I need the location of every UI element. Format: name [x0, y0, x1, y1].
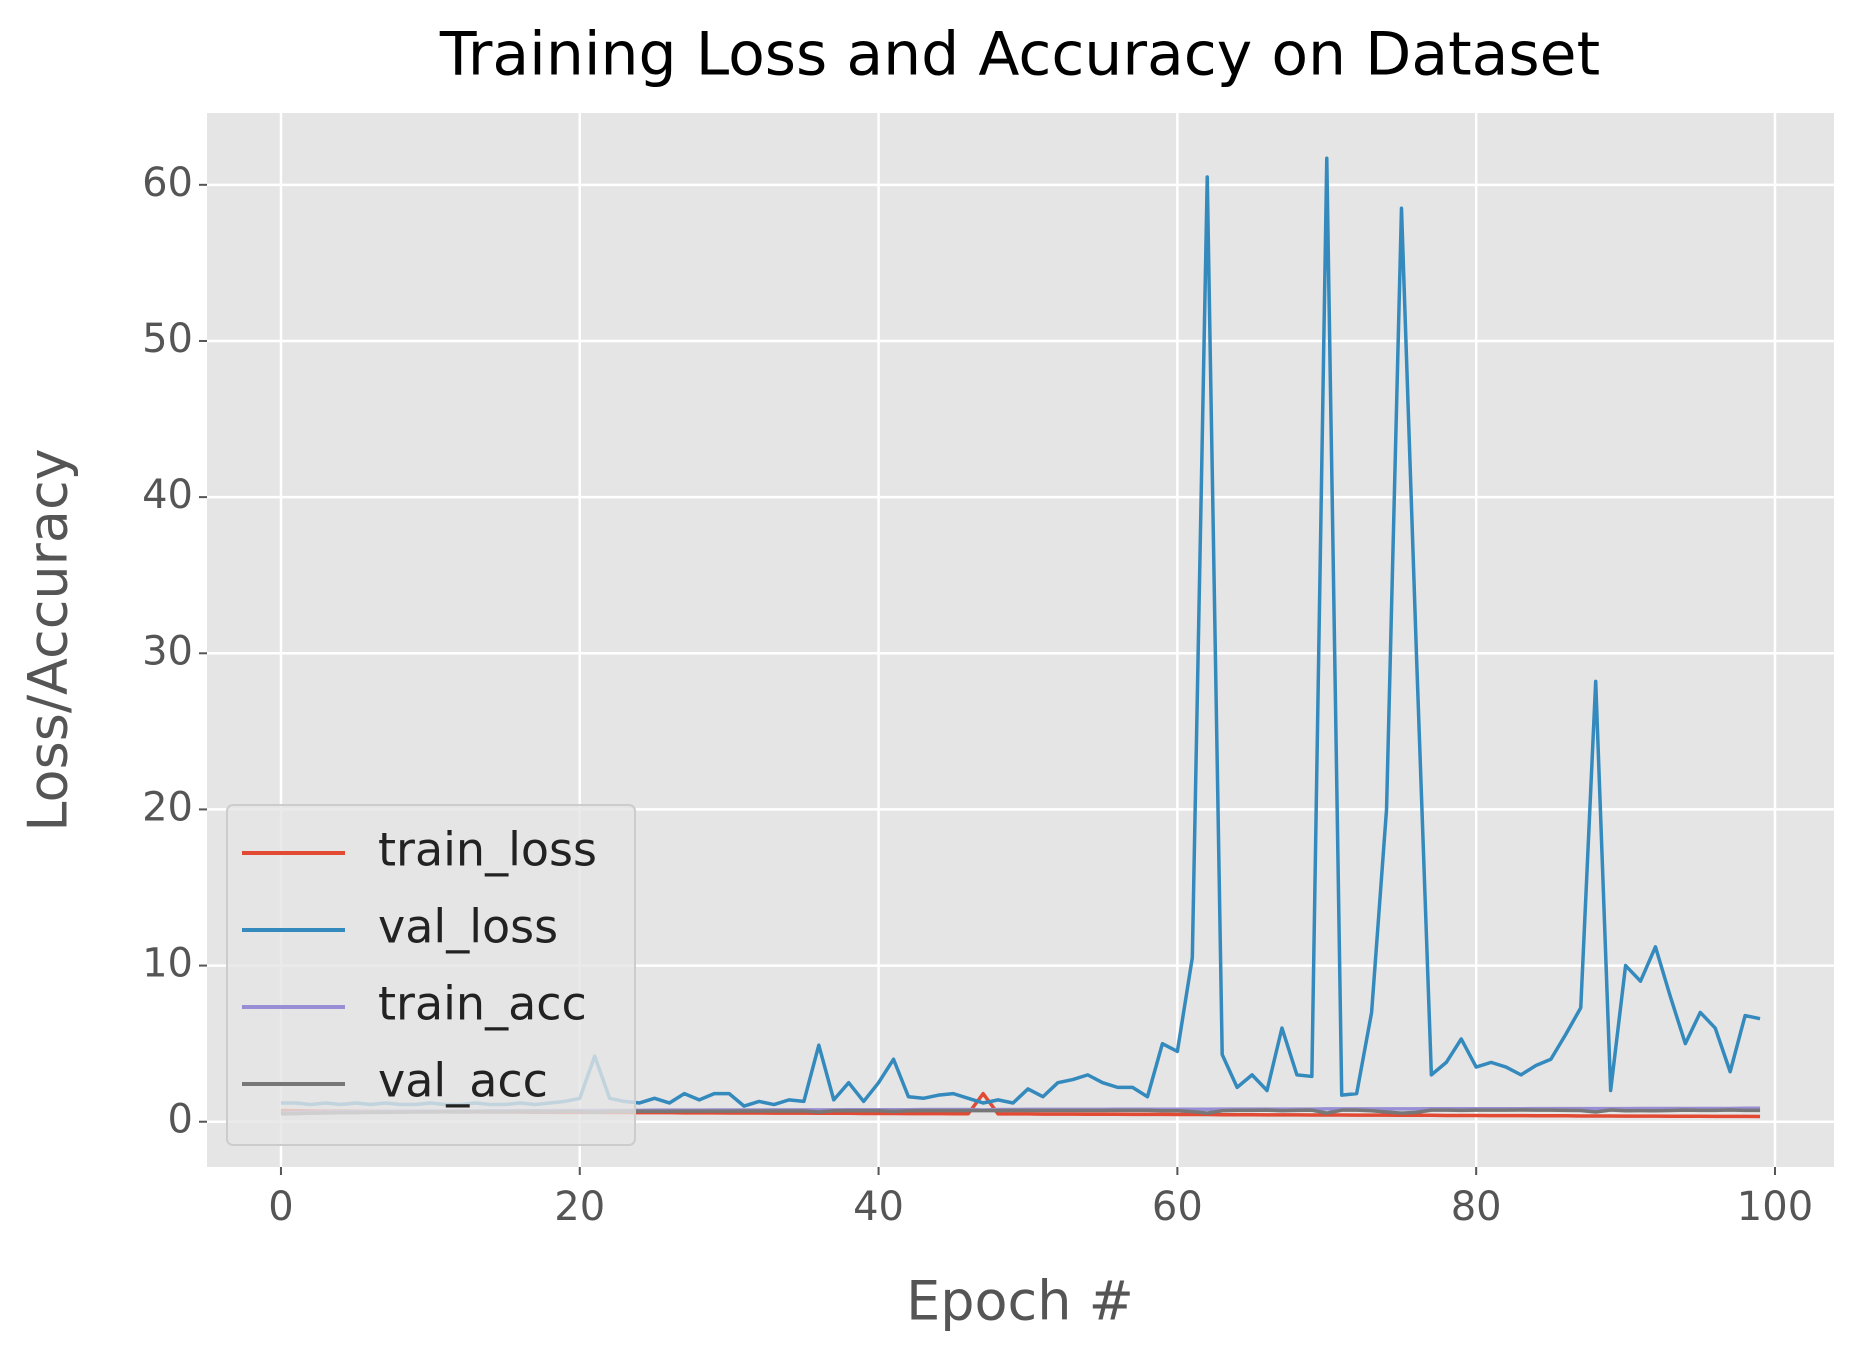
- y-tick-label: 40: [142, 472, 193, 518]
- legend-label: train_acc: [378, 977, 587, 1031]
- legend-label: val_acc: [378, 1054, 548, 1108]
- x-tick-label: 60: [1152, 1184, 1203, 1230]
- y-tick-label: 20: [142, 784, 193, 830]
- y-tick-label: 0: [168, 1097, 193, 1143]
- y-axis-label: Loss/Accuracy: [17, 448, 80, 831]
- y-tick-label: 30: [142, 628, 193, 674]
- legend-frame: [226, 804, 636, 1146]
- legend-label: train_loss: [378, 823, 597, 877]
- x-axis-label: Epoch #: [906, 1270, 1134, 1333]
- x-tick-label: 40: [853, 1184, 904, 1230]
- legend-label: val_loss: [378, 900, 558, 954]
- y-tick-label: 50: [142, 316, 193, 362]
- x-tick-label: 0: [268, 1184, 293, 1230]
- chart-title: Training Loss and Accuracy on Dataset: [439, 20, 1600, 90]
- x-tick-label: 100: [1737, 1184, 1813, 1230]
- x-tick-label: 80: [1451, 1184, 1502, 1230]
- y-tick-label: 60: [142, 160, 193, 206]
- y-tick-label: 10: [142, 941, 193, 987]
- x-tick-label: 20: [554, 1184, 605, 1230]
